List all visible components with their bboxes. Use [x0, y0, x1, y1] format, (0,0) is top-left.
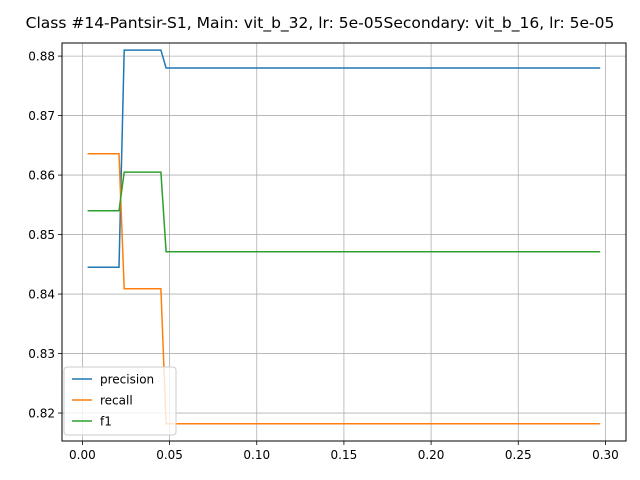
y-axis: 0.82 0.83 0.84 0.85 0.86 0.87 0.88	[28, 50, 62, 421]
legend-label-f1: f1	[100, 415, 112, 429]
x-tick-label: 0.25	[505, 448, 532, 462]
legend-label-precision: precision	[100, 373, 154, 387]
y-tick-label: 0.82	[28, 407, 55, 421]
y-tick-label: 0.86	[28, 169, 55, 183]
y-tick-label: 0.83	[28, 347, 55, 361]
x-tick-label: 0.20	[418, 448, 445, 462]
x-tick-label: 0.00	[69, 448, 96, 462]
y-tick-label: 0.88	[28, 50, 55, 64]
y-tick-label: 0.85	[28, 228, 55, 242]
x-tick-label: 0.05	[156, 448, 183, 462]
legend-label-recall: recall	[100, 394, 133, 408]
y-tick-label: 0.84	[28, 288, 55, 302]
x-axis: 0.00 0.05 0.10 0.15 0.20 0.25 0.30	[69, 441, 619, 462]
legend: precision recall f1	[64, 367, 176, 435]
x-tick-label: 0.15	[331, 448, 358, 462]
y-tick-label: 0.87	[28, 109, 55, 123]
chart-title: Class #14-Pantsir-S1, Main: vit_b_32, lr…	[26, 14, 615, 33]
x-tick-label: 0.10	[243, 448, 270, 462]
x-tick-label: 0.30	[592, 448, 619, 462]
